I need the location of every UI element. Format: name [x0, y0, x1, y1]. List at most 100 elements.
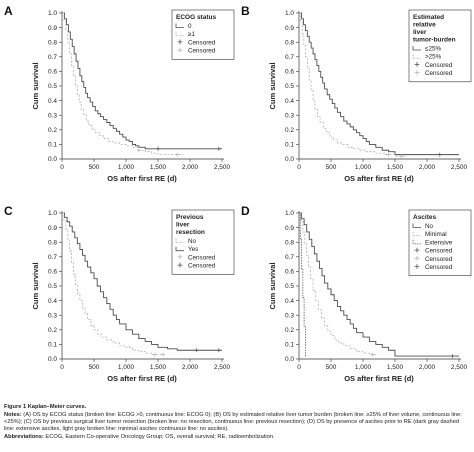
- y-tick-label: 0.9: [285, 225, 294, 232]
- y-tick-label: 0.3: [48, 112, 57, 119]
- panel-label-c: C: [4, 204, 13, 218]
- y-tick-label: 0.5: [285, 283, 294, 290]
- y-tick-label: 0.2: [285, 127, 294, 134]
- censor-mark: [152, 352, 157, 357]
- legend-entry: Censored: [188, 254, 216, 261]
- x-axis-label: OS after first RE (d): [107, 374, 177, 383]
- legend-title: liver: [413, 29, 427, 36]
- panel-label-a: A: [4, 4, 13, 18]
- x-tick-label: 2,000: [419, 364, 436, 371]
- y-tick-label: 0.7: [285, 254, 294, 261]
- x-tick-label: 0: [60, 364, 64, 371]
- legend-line-light: [175, 31, 184, 37]
- y-tick-label: 0.0: [48, 156, 57, 163]
- y-tick-label: 0.8: [48, 239, 57, 246]
- km-curve-light: [299, 12, 405, 157]
- x-axis-label: OS after first RE (d): [344, 174, 414, 183]
- x-tick-label: 1,500: [387, 364, 404, 371]
- legend-entry: Minimal: [425, 231, 447, 238]
- x-tick-label: 500: [89, 164, 100, 171]
- legend-title: liver: [176, 222, 190, 229]
- legend-line-light: [412, 231, 421, 237]
- legend-title: tumor-burden: [413, 37, 456, 44]
- y-tick-label: 0.5: [48, 83, 57, 90]
- legend-line-light: [175, 238, 184, 243]
- legend-box: [408, 209, 472, 276]
- legend-entry: Extensive: [425, 239, 453, 246]
- y-tick-label: 0.4: [285, 298, 294, 305]
- x-tick-label: 0: [60, 164, 64, 171]
- legend-entry: No: [425, 223, 434, 230]
- legend-line-dark: [175, 23, 184, 28]
- y-tick-label: 0.8: [285, 39, 294, 46]
- legend-line-light: [412, 54, 421, 59]
- panel-label-d: D: [241, 204, 250, 218]
- x-tick-label: 2,000: [182, 164, 199, 171]
- legend-censor-mark: [177, 262, 183, 268]
- legend-censor-mark: [177, 47, 183, 53]
- x-axis-label: OS after first RE (d): [107, 174, 177, 183]
- y-tick-label: 0.8: [285, 239, 294, 246]
- y-tick-label: 0.5: [48, 283, 57, 290]
- legend-censor-mark: [414, 264, 420, 269]
- x-tick-label: 2,000: [182, 364, 199, 371]
- legend-censor-mark: [177, 39, 183, 45]
- km-curve-light: [299, 212, 376, 356]
- km-curve-dark: [299, 212, 459, 357]
- censor-mark: [399, 154, 404, 159]
- km-curve-darkdash: [299, 212, 307, 357]
- figure-caption: Figure 1 Kaplan–Meier curves. Notes: (A)…: [4, 404, 470, 441]
- y-tick-label: 1.0: [285, 10, 294, 17]
- legend-box: [171, 209, 235, 275]
- panel-label-b: B: [241, 4, 250, 18]
- caption-notes-label: Notes:: [4, 411, 22, 418]
- y-tick-label: 0.9: [48, 25, 57, 32]
- caption-notes-text: (A) OS by ECOG status (broken line: ECOG…: [4, 411, 462, 432]
- x-tick-label: 1,500: [150, 164, 167, 171]
- y-tick-label: 0.2: [48, 127, 57, 134]
- y-tick-label: 0.7: [285, 54, 294, 61]
- legend-entry: Yes: [188, 246, 198, 253]
- legend-entry: ≥1: [188, 31, 195, 38]
- y-tick-label: 0.1: [285, 142, 294, 149]
- legend-line-dark: [412, 223, 421, 228]
- legend-entry: Censored: [425, 256, 453, 263]
- y-tick-label: 0.0: [48, 356, 57, 363]
- y-tick-label: 0.2: [285, 327, 294, 334]
- y-tick-label: 0.9: [285, 25, 294, 32]
- censor-mark: [386, 152, 391, 157]
- y-tick-label: 0.4: [285, 98, 294, 105]
- x-tick-label: 1,500: [150, 364, 167, 371]
- x-tick-label: 2,500: [451, 364, 468, 371]
- legend-title: ECOG status: [176, 14, 216, 21]
- legend-censor-mark: [177, 254, 183, 260]
- legend-entry: Censored: [425, 70, 453, 77]
- censor-mark: [450, 354, 455, 359]
- censor-mark: [216, 146, 221, 151]
- y-tick-label: 0.5: [285, 83, 294, 90]
- y-tick-label: 0.0: [285, 156, 294, 163]
- y-tick-label: 0.9: [48, 225, 57, 232]
- legend-line-dark: [412, 46, 421, 51]
- legend-entry: Censored: [425, 248, 453, 255]
- legend-entry: Censored: [425, 62, 453, 69]
- km-curve-dark: [62, 12, 222, 150]
- km-chart-b: B 0.0 0.1 0.2 0.3 0.4 0.5 0.6 0.7 0.8 0.9 1.0 0 500 1,…: [241, 4, 472, 183]
- y-tick-label: 0.1: [48, 142, 57, 149]
- censor-mark: [156, 146, 160, 151]
- legend-entry: Censored: [188, 39, 216, 46]
- censor-mark: [437, 152, 442, 157]
- legend-entry: No: [188, 238, 197, 245]
- legend-box: [408, 9, 472, 83]
- x-tick-label: 0: [297, 364, 301, 371]
- censor-mark: [136, 148, 141, 153]
- legend-box: [171, 9, 235, 60]
- y-tick-label: 0.1: [48, 342, 57, 349]
- y-tick-label: 0.3: [285, 112, 294, 119]
- x-tick-label: 1,000: [355, 364, 372, 371]
- censor-mark: [161, 352, 166, 357]
- y-tick-label: 1.0: [285, 210, 294, 217]
- legend-title: Estimated: [413, 14, 444, 21]
- x-tick-label: 2,500: [451, 164, 468, 171]
- y-axis-label: Cum survival: [268, 62, 277, 109]
